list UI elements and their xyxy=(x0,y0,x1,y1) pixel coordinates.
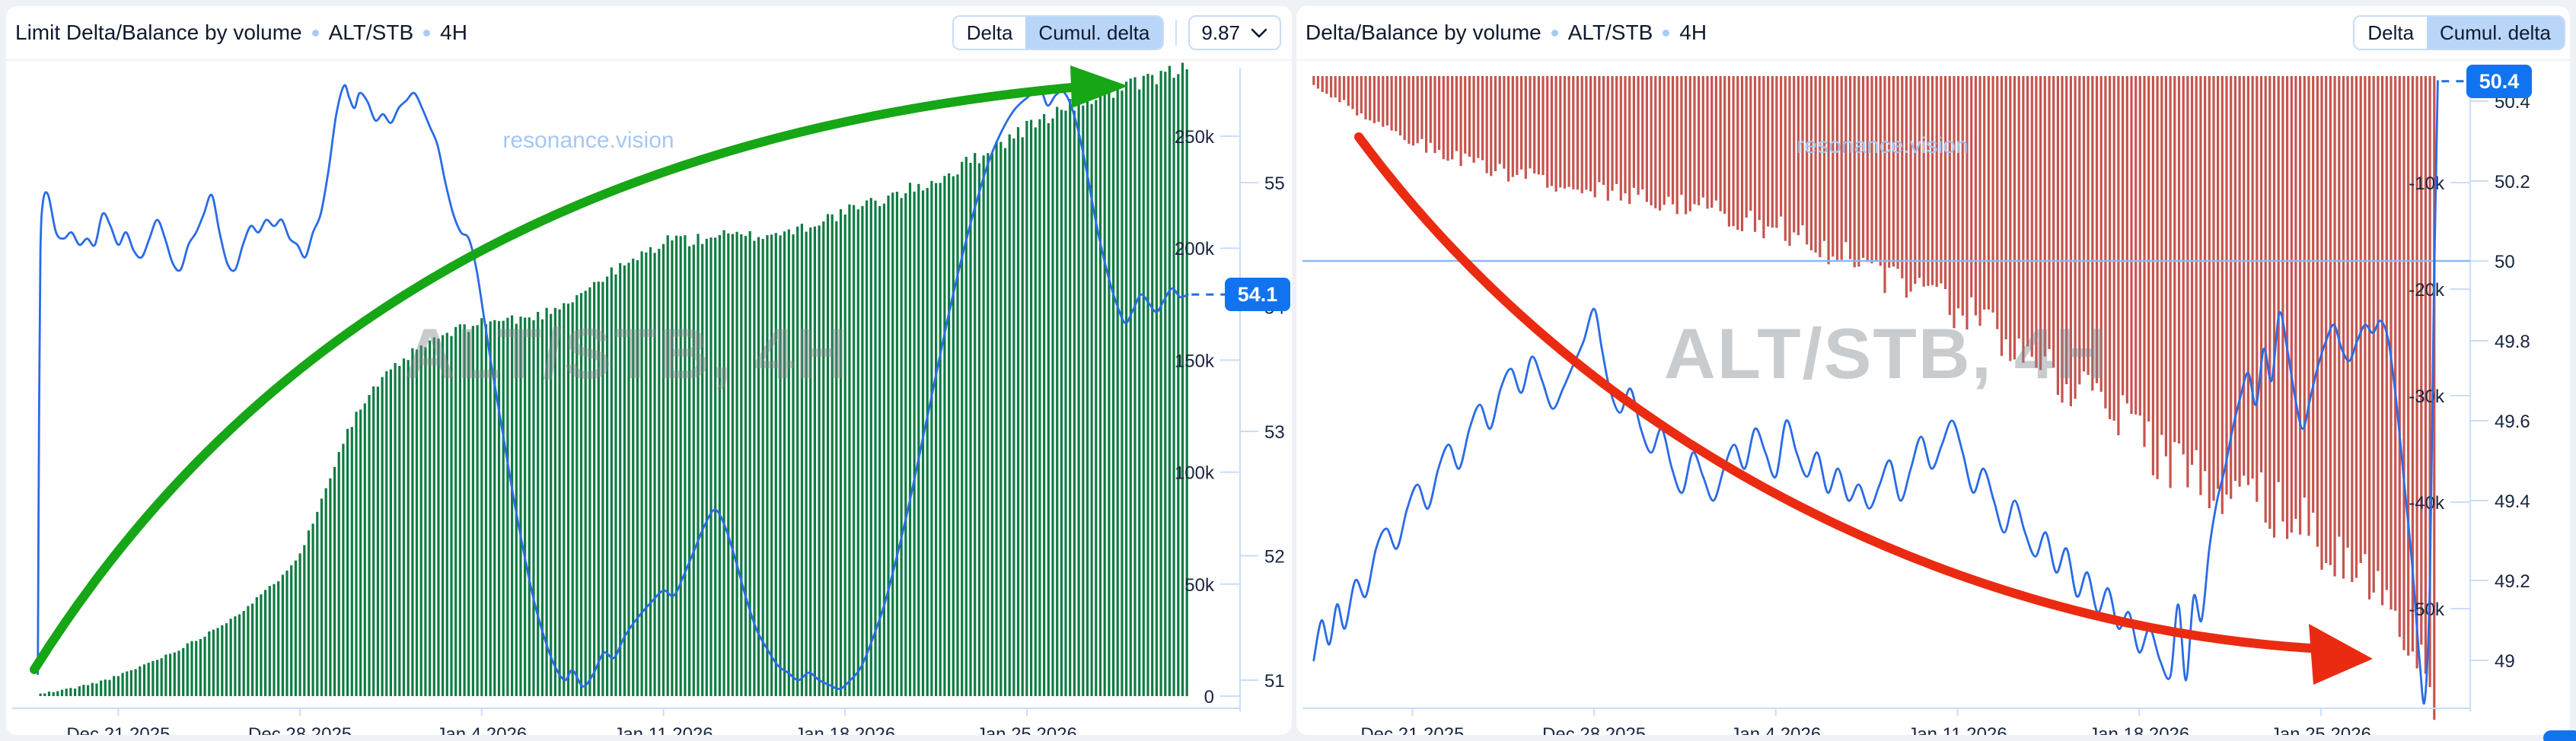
svg-text:Jan 11 2026: Jan 11 2026 xyxy=(1908,724,2007,735)
svg-text:Jan 4 2026: Jan 4 2026 xyxy=(1730,724,1821,735)
tab-cumul-delta[interactable]: Cumul. delta xyxy=(2427,17,2564,49)
svg-text:Dec 21 2025: Dec 21 2025 xyxy=(66,724,170,735)
panel-title-symbol: ALT/STB xyxy=(328,21,414,44)
value-dropdown[interactable]: 9.87 xyxy=(1188,15,1281,50)
svg-text:200k: 200k xyxy=(1175,239,1215,259)
chart-area-delta[interactable]: Dec 21 2025 Dec 28 2025 Jan 4 2026 Jan 11 2… xyxy=(1296,61,2570,735)
dot-separator-icon xyxy=(423,29,431,37)
svg-text:Dec 21 2025: Dec 21 2025 xyxy=(1360,724,1464,735)
panel-title: Delta/Balance by volume ALT/STB 4H xyxy=(1306,21,1707,45)
panel-title-timeframe: 4H xyxy=(440,21,467,44)
panel-title-main: Limit Delta/Balance by volume xyxy=(15,21,302,44)
chevron-down-icon xyxy=(1251,28,1267,37)
svg-text:Jan 18 2026: Jan 18 2026 xyxy=(2089,724,2189,735)
svg-text:49.6: 49.6 xyxy=(2495,412,2530,432)
panel-limit-delta: Limit Delta/Balance by volume ALT/STB 4H… xyxy=(6,6,1292,735)
svg-text:49.8: 49.8 xyxy=(2495,332,2530,352)
tab-cumul-delta[interactable]: Cumul. delta xyxy=(1025,17,1163,49)
svg-text:150k: 150k xyxy=(1175,351,1215,371)
chart-area-limit-delta[interactable]: Dec 21 2025 Dec 28 2025 Jan 4 2026 Jan 11 2… xyxy=(6,61,1292,735)
svg-text:250k: 250k xyxy=(1175,127,1215,148)
svg-text:49.2: 49.2 xyxy=(2495,571,2530,592)
svg-text:Jan 11 2026: Jan 11 2026 xyxy=(614,724,713,735)
last-price-badge: 50.4 xyxy=(2466,65,2532,98)
dropdown-value: 9.87 xyxy=(1201,21,1240,44)
tab-delta[interactable]: Delta xyxy=(2354,17,2428,49)
panel-header: Delta/Balance by volume ALT/STB 4H Delta… xyxy=(1296,6,2570,61)
svg-text:50.2: 50.2 xyxy=(2495,172,2530,192)
svg-text:55: 55 xyxy=(1264,173,1285,194)
svg-text:Jan 25 2026: Jan 25 2026 xyxy=(2271,724,2371,735)
panel-title-symbol: ALT/STB xyxy=(1567,21,1653,44)
svg-text:53: 53 xyxy=(1264,422,1285,443)
dot-separator-icon xyxy=(1663,29,1670,37)
svg-text:49.4: 49.4 xyxy=(2495,491,2530,512)
tab-delta[interactable]: Delta xyxy=(953,17,1026,49)
svg-text:50: 50 xyxy=(2495,252,2515,272)
panel-controls: Delta Cumul. delta 9.87 xyxy=(952,15,1281,50)
delta-chart-svg: Dec 21 2025 Dec 28 2025 Jan 4 2026 Jan 11 2… xyxy=(1302,68,2530,735)
corner-button[interactable] xyxy=(2543,730,2576,741)
panel-title-timeframe: 4H xyxy=(1679,21,1707,44)
last-price-badge: 54.1 xyxy=(1225,278,1290,311)
panel-title-main: Delta/Balance by volume xyxy=(1306,21,1541,44)
svg-text:50k: 50k xyxy=(1184,575,1215,596)
limit-delta-chart-svg: Dec 21 2025 Dec 28 2025 Jan 4 2026 Jan 11 2… xyxy=(12,62,1285,735)
divider xyxy=(1175,20,1178,46)
svg-text:Jan 25 2026: Jan 25 2026 xyxy=(977,724,1077,735)
dot-separator-icon xyxy=(1551,29,1558,37)
dot-separator-icon xyxy=(311,29,319,37)
svg-text:-10k: -10k xyxy=(2409,173,2445,194)
delta-mode-toggle: Delta Cumul. delta xyxy=(952,15,1165,50)
svg-text:-40k: -40k xyxy=(2409,493,2445,514)
svg-text:Jan 18 2026: Jan 18 2026 xyxy=(795,724,895,735)
panel-header: Limit Delta/Balance by volume ALT/STB 4H… xyxy=(6,6,1292,61)
delta-mode-toggle: Delta Cumul. delta xyxy=(2353,15,2565,50)
panel-title: Limit Delta/Balance by volume ALT/STB 4H xyxy=(15,21,467,45)
svg-text:100k: 100k xyxy=(1175,463,1215,484)
svg-text:Dec 28 2025: Dec 28 2025 xyxy=(248,724,352,735)
svg-text:Jan 4 2026: Jan 4 2026 xyxy=(436,724,527,735)
panel-delta: Delta/Balance by volume ALT/STB 4H Delta… xyxy=(1296,6,2570,735)
svg-text:52: 52 xyxy=(1264,547,1285,568)
svg-text:Dec 28 2025: Dec 28 2025 xyxy=(1542,724,1646,735)
svg-text:0: 0 xyxy=(1204,687,1214,708)
svg-text:51: 51 xyxy=(1264,671,1285,692)
panel-controls: Delta Cumul. delta xyxy=(2353,15,2565,50)
svg-text:-30k: -30k xyxy=(2409,386,2445,407)
svg-text:-20k: -20k xyxy=(2409,280,2445,301)
svg-text:49: 49 xyxy=(2495,651,2515,672)
